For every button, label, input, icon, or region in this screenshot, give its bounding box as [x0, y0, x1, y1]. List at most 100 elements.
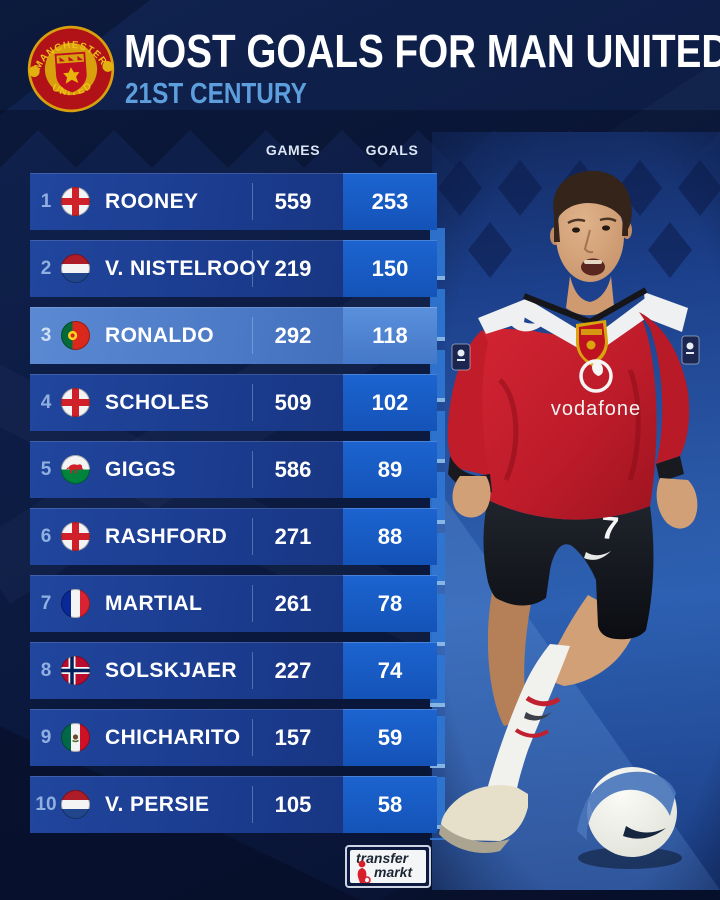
games-value: 271	[274, 524, 312, 549]
boot	[439, 785, 528, 854]
sponsor-text: vodafone	[551, 398, 641, 420]
flag-norway	[61, 656, 90, 685]
column-divider	[252, 183, 253, 220]
premier-league-badge-icon	[451, 335, 700, 371]
goals-value: 102	[371, 390, 409, 415]
rank-label: 7	[40, 593, 52, 614]
flag-netherlands-icon	[61, 790, 90, 819]
rank-label: 3	[40, 325, 52, 346]
flag-england	[61, 522, 90, 551]
goals-value: 89	[377, 457, 403, 482]
table-row: 9 CHICHARITO 157 59	[30, 709, 437, 766]
column-header-goals: GOALS	[365, 142, 419, 158]
player-name: RASHFORD	[105, 525, 228, 548]
rank-label: 10	[35, 794, 57, 815]
rank-label: 9	[40, 727, 52, 748]
goals-cell: 118	[343, 307, 437, 364]
goals-cell: 59	[343, 709, 437, 766]
column-divider	[252, 250, 253, 287]
flag-england-icon	[61, 388, 90, 417]
column-divider	[252, 652, 253, 689]
goals-cell: 89	[343, 441, 437, 498]
rank-label: 5	[40, 459, 52, 480]
goals-cell: 78	[343, 575, 437, 632]
nike-swoosh-icon	[512, 316, 548, 332]
flag-netherlands	[61, 254, 90, 283]
games-value: 509	[274, 390, 312, 415]
player-name: V. NISTELROOY	[105, 257, 271, 280]
player-name: V. PERSIE	[105, 793, 210, 816]
flag-mexico	[61, 723, 90, 752]
table-row: 6 RASHFORD 271 88	[30, 508, 437, 565]
flag-netherlands-icon	[61, 254, 90, 283]
table-row: 2 V. NISTELROOY 219 150	[30, 240, 437, 297]
transfermarkt-logo: transfer markt	[345, 845, 431, 888]
goals-cell: 102	[343, 374, 437, 431]
sock	[488, 644, 570, 794]
rank-label: 4	[40, 392, 52, 413]
column-header-games: GAMES	[265, 142, 321, 158]
shorts: 7	[483, 500, 654, 640]
logo-text-line1: transfer	[356, 850, 409, 866]
flag-wales	[61, 455, 90, 484]
rank-label: 2	[40, 258, 52, 279]
column-divider	[252, 518, 253, 555]
jersey	[478, 312, 657, 520]
ranking-table: 1 ROONEY 559 253 2 V. NISTELROOY 219 150 3 RONALD…	[30, 173, 437, 833]
flag-france-icon	[61, 589, 90, 618]
flag-england	[61, 187, 90, 216]
goals-cell: 58	[343, 776, 437, 833]
games-value: 219	[274, 256, 312, 281]
column-divider	[252, 786, 253, 823]
player-name: SOLSKJAER	[105, 659, 237, 682]
flag-wales-icon	[61, 455, 90, 484]
table-row: 8 SOLSKJAER 227 74	[30, 642, 437, 699]
nike-swoosh-icon	[524, 712, 552, 721]
games-value: 261	[274, 591, 312, 616]
column-divider	[252, 719, 253, 756]
vodafone-logo-icon	[579, 359, 613, 393]
games-value: 559	[274, 189, 312, 214]
goals-value: 88	[377, 524, 403, 549]
games-value: 292	[274, 323, 312, 348]
table-row: 4 SCHOLES 509 102	[30, 374, 437, 431]
flag-norway-icon	[61, 656, 90, 685]
table-row: 10 V. PERSIE 105 58	[30, 776, 437, 833]
club-crest-on-shirt	[576, 320, 608, 366]
goals-value: 74	[377, 658, 403, 683]
table-row: 5 GIGGS 586 89	[30, 441, 437, 498]
flag-france	[61, 589, 90, 618]
rank-label: 6	[40, 526, 52, 547]
flag-mexico-icon	[61, 723, 90, 752]
games-value: 105	[274, 792, 312, 817]
table-row: 7 MARTIAL 261 78	[30, 575, 437, 632]
column-divider	[252, 451, 253, 488]
goals-cell: 253	[343, 173, 437, 230]
player-name: CHICHARITO	[105, 726, 241, 749]
goals-cell: 150	[343, 240, 437, 297]
goals-value: 118	[372, 323, 408, 348]
goals-value: 253	[371, 189, 409, 214]
column-divider	[252, 585, 253, 622]
games-value: 157	[274, 725, 312, 750]
cristiano-ronaldo-photo: 7	[438, 160, 720, 869]
transfermarkt-mascot-icon	[357, 860, 371, 883]
flag-england-icon	[61, 187, 90, 216]
goals-cell: 88	[343, 508, 437, 565]
goals-value: 78	[377, 591, 403, 616]
player-name: RONALDO	[105, 324, 214, 347]
games-value: 586	[274, 457, 312, 482]
goals-value: 150	[371, 256, 409, 281]
column-divider	[252, 384, 253, 421]
goals-value: 58	[377, 792, 403, 817]
page-title: MOST GOALS FOR MAN UNITED	[124, 25, 720, 77]
flag-england	[61, 388, 90, 417]
player-name: GIGGS	[105, 458, 176, 481]
table-row: 3 RONALDO 292 118	[30, 307, 437, 364]
flag-england-icon	[61, 522, 90, 551]
nike-swoosh-icon	[584, 551, 611, 560]
page-subtitle: 21ST CENTURY	[125, 78, 307, 110]
flag-portugal	[61, 321, 90, 350]
transfermarkt-logo-inner: transfer markt	[350, 850, 426, 883]
